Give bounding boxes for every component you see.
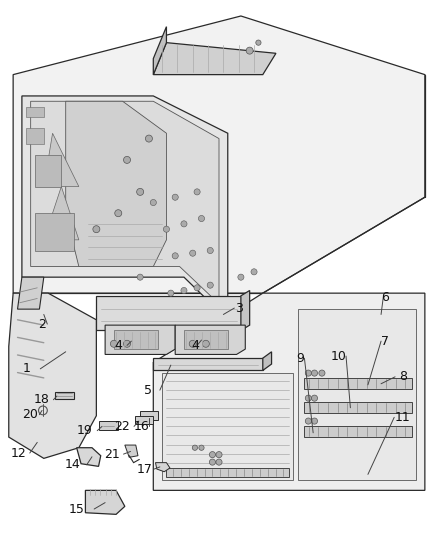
- Circle shape: [194, 189, 200, 195]
- Polygon shape: [99, 421, 118, 430]
- Circle shape: [150, 199, 156, 206]
- Polygon shape: [140, 411, 158, 420]
- Circle shape: [238, 274, 244, 280]
- Text: 12: 12: [11, 447, 26, 459]
- Circle shape: [190, 250, 196, 256]
- Polygon shape: [304, 378, 412, 389]
- Circle shape: [124, 156, 131, 164]
- Circle shape: [319, 370, 325, 376]
- Circle shape: [110, 340, 117, 348]
- Circle shape: [115, 209, 122, 217]
- Text: 9: 9: [296, 352, 304, 365]
- Circle shape: [256, 40, 261, 45]
- Polygon shape: [125, 445, 138, 457]
- Polygon shape: [304, 402, 412, 413]
- Circle shape: [251, 269, 257, 275]
- Polygon shape: [44, 133, 79, 187]
- Polygon shape: [66, 101, 166, 266]
- Polygon shape: [18, 277, 44, 309]
- Circle shape: [246, 47, 253, 54]
- Circle shape: [181, 287, 187, 294]
- Circle shape: [207, 247, 213, 254]
- Text: 19: 19: [76, 424, 92, 437]
- Text: 5: 5: [144, 384, 152, 397]
- Circle shape: [305, 370, 311, 376]
- Circle shape: [163, 226, 170, 232]
- Circle shape: [311, 395, 318, 401]
- Text: 1: 1: [22, 362, 30, 375]
- Polygon shape: [77, 448, 101, 466]
- Polygon shape: [153, 358, 263, 370]
- Circle shape: [172, 194, 178, 200]
- Polygon shape: [35, 155, 61, 187]
- Circle shape: [189, 340, 196, 348]
- Text: 7: 7: [381, 335, 389, 348]
- Polygon shape: [135, 416, 153, 424]
- Circle shape: [202, 340, 209, 348]
- Circle shape: [181, 221, 187, 227]
- Circle shape: [209, 451, 215, 458]
- Circle shape: [194, 285, 200, 291]
- Circle shape: [305, 395, 311, 401]
- Circle shape: [216, 459, 222, 465]
- Text: 6: 6: [381, 291, 389, 304]
- Polygon shape: [153, 27, 166, 75]
- Polygon shape: [31, 101, 219, 304]
- Polygon shape: [263, 352, 272, 370]
- Polygon shape: [241, 290, 250, 330]
- Circle shape: [209, 459, 215, 465]
- Polygon shape: [114, 330, 158, 349]
- Polygon shape: [44, 187, 79, 240]
- Text: 22: 22: [114, 420, 130, 433]
- Circle shape: [137, 188, 144, 196]
- Polygon shape: [26, 107, 44, 117]
- Polygon shape: [162, 373, 293, 480]
- Polygon shape: [153, 43, 276, 75]
- Circle shape: [93, 225, 100, 233]
- Text: 4: 4: [114, 339, 122, 352]
- Polygon shape: [26, 128, 44, 144]
- Circle shape: [124, 340, 131, 348]
- Polygon shape: [105, 325, 175, 354]
- Text: 17: 17: [137, 463, 152, 475]
- Circle shape: [311, 418, 318, 424]
- Circle shape: [305, 418, 311, 424]
- Circle shape: [168, 290, 174, 296]
- Circle shape: [137, 274, 143, 280]
- Circle shape: [207, 282, 213, 288]
- Polygon shape: [166, 468, 289, 477]
- Polygon shape: [96, 296, 241, 330]
- Text: 21: 21: [104, 448, 120, 461]
- Text: 8: 8: [399, 370, 407, 383]
- Text: 2: 2: [38, 318, 46, 330]
- Polygon shape: [298, 309, 416, 480]
- Polygon shape: [304, 426, 412, 437]
- Circle shape: [198, 215, 205, 222]
- Polygon shape: [9, 293, 96, 458]
- Text: 3: 3: [235, 302, 243, 314]
- Polygon shape: [184, 330, 228, 349]
- Text: 4: 4: [191, 339, 199, 352]
- Circle shape: [311, 370, 318, 376]
- Text: 20: 20: [22, 408, 38, 421]
- Text: 10: 10: [330, 350, 346, 362]
- Text: 18: 18: [34, 393, 49, 406]
- Text: 11: 11: [394, 411, 410, 424]
- Polygon shape: [85, 490, 125, 514]
- Polygon shape: [153, 293, 425, 490]
- Text: 16: 16: [134, 420, 149, 433]
- Circle shape: [172, 253, 178, 259]
- Polygon shape: [22, 96, 228, 320]
- Circle shape: [216, 451, 222, 458]
- Text: 14: 14: [64, 458, 80, 471]
- Polygon shape: [155, 463, 170, 472]
- Circle shape: [192, 445, 198, 450]
- Polygon shape: [35, 213, 74, 251]
- Text: 15: 15: [69, 503, 85, 515]
- Circle shape: [199, 445, 204, 450]
- Circle shape: [145, 135, 152, 142]
- Polygon shape: [175, 325, 245, 354]
- Polygon shape: [55, 392, 74, 399]
- Polygon shape: [13, 16, 425, 293]
